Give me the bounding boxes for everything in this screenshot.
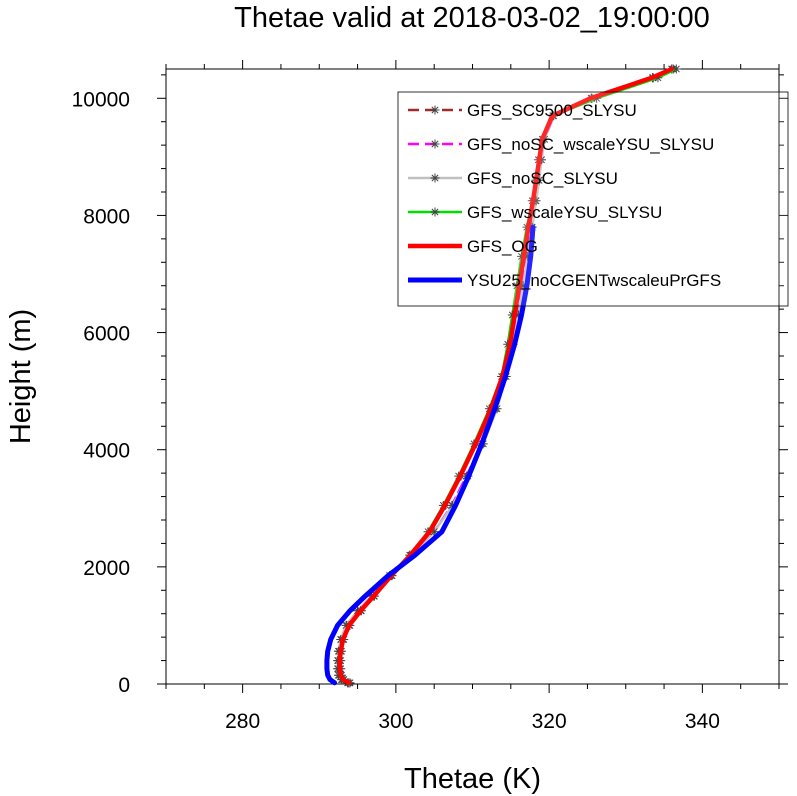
series-marker [671, 64, 681, 74]
x-tick-label: 280 [225, 710, 260, 733]
chart-title: Thetae valid at 2018-03-02_19:00:00 [234, 2, 710, 34]
series-marker [653, 73, 663, 83]
y-tick-label: 10000 [72, 88, 130, 111]
legend-marker [430, 105, 440, 115]
series-marker [448, 500, 458, 510]
y-tick-label: 4000 [83, 440, 130, 463]
legend-label: GFS_noSC_wscaleYSU_SLYSU [467, 135, 714, 154]
legend-marker [430, 139, 440, 149]
legend-marker [430, 207, 440, 217]
legend-label: GFS_OG [467, 237, 538, 256]
legend-label: GFS_noSC_SLYSU [467, 169, 618, 188]
legend-label: GFS_wscaleYSU_SLYSU [467, 203, 662, 222]
series-YSU25_noCGENTwscaleuPrGFS [324, 224, 536, 686]
series-marker [518, 281, 528, 291]
series-GFS_OG [337, 66, 674, 686]
y-tick-label: 2000 [83, 557, 130, 580]
legend-label: GFS_SC9500_SLYSU [467, 101, 637, 120]
y-tick-label: 8000 [83, 205, 130, 228]
series-marker [513, 310, 523, 320]
y-tick-label: 0 [118, 674, 130, 697]
legend-box [397, 91, 789, 307]
x-tick-label: 300 [378, 710, 413, 733]
legend-marker [430, 173, 440, 183]
y-tick-label: 6000 [83, 323, 130, 346]
y-axis-label: Height (m) [5, 309, 37, 444]
x-tick-label: 340 [685, 710, 720, 733]
series-line [337, 66, 674, 686]
series-line [324, 224, 536, 686]
x-axis-label: Thetae (K) [404, 763, 541, 795]
series-lines [324, 64, 681, 688]
tick-labels: 280 300 320 340 0 2000 4000 6000 8000 10000 [72, 88, 720, 733]
legend-label: YSU25_noCGENTwscaleuPrGFS [467, 271, 721, 290]
x-tick-label: 320 [532, 710, 567, 733]
series-marker [523, 251, 533, 261]
series-marker [429, 527, 439, 537]
legend: GFS_SC9500_SLYSU GFS_noSC_wscaleYSU_SLYSU… [397, 91, 789, 307]
ticks [157, 60, 788, 693]
